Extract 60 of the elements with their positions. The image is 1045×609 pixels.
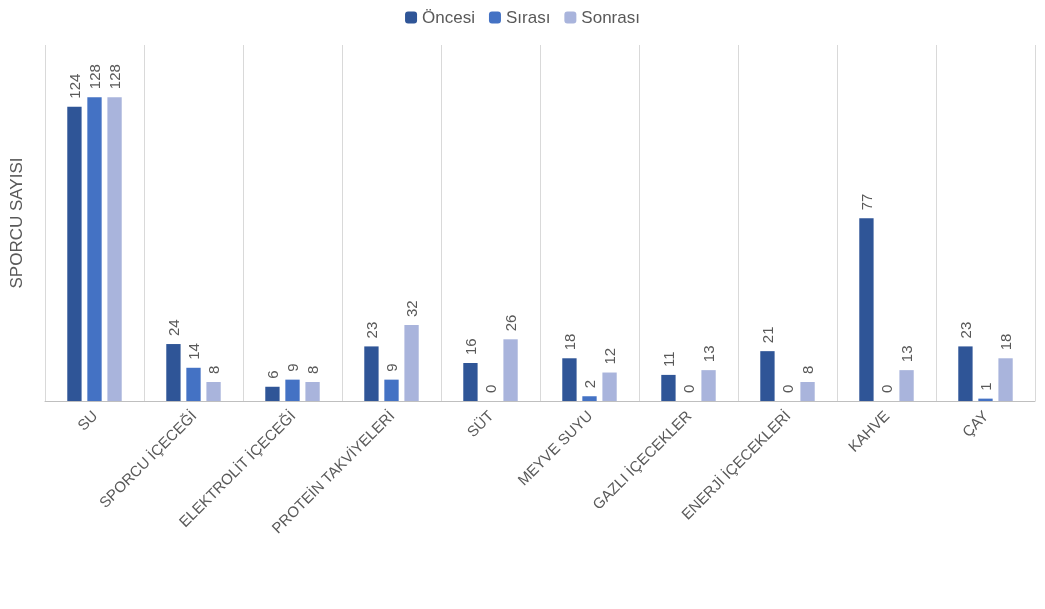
legend-label: Sonrası [581,8,640,27]
data-label: 0 [878,384,895,393]
bar [285,379,300,401]
bar [463,363,478,401]
data-label: 18 [997,333,1015,351]
bar [562,358,577,401]
data-label: 23 [956,321,974,339]
data-label: 26 [502,314,520,332]
bar [67,106,82,401]
data-label: 24 [164,319,182,337]
data-label: 18 [560,333,578,351]
data-label: 13 [898,345,916,363]
data-label: 6 [263,370,281,379]
data-label: 32 [403,300,421,318]
bar [503,339,518,401]
data-label: 0 [779,384,796,393]
bar [800,382,815,401]
bar [166,344,181,401]
data-label: 1 [977,382,994,391]
bar [582,396,597,401]
legend-label: Sırası [505,8,551,27]
data-label: 21 [758,326,776,344]
bar [998,358,1013,401]
data-label: 124 [65,73,83,99]
data-label: 9 [284,363,301,372]
data-label: 12 [601,347,619,365]
data-label: 9 [383,363,400,372]
data-label: 13 [700,345,718,363]
data-label: 0 [680,384,697,393]
bar [701,370,716,401]
bar [859,218,874,401]
data-label: 128 [86,64,103,90]
bar [899,370,914,401]
bar [186,367,201,401]
legend-label: Öncesi [422,8,475,27]
data-label: 8 [304,365,322,375]
data-label: 23 [362,321,380,339]
bar [206,382,221,401]
bar [958,346,973,401]
bar [661,374,676,401]
y-axis-title: SPORCU SAYISI [7,157,26,289]
data-label: 16 [461,338,479,356]
data-label: 128 [106,64,124,90]
data-label: 11 [659,351,677,367]
bar [384,379,399,401]
bar [602,372,617,401]
data-label: 2 [581,379,598,389]
bar [87,97,102,401]
bar [107,97,122,401]
data-label: 14 [185,343,202,360]
x-tick-label: SU [73,406,101,434]
bar [404,325,419,401]
data-label: 0 [482,384,499,393]
bar [760,351,775,401]
data-label: 77 [857,193,875,211]
bar [305,382,320,401]
data-label: 8 [799,365,817,375]
bar [265,386,280,401]
bar [364,346,379,401]
data-label: 8 [205,365,223,375]
